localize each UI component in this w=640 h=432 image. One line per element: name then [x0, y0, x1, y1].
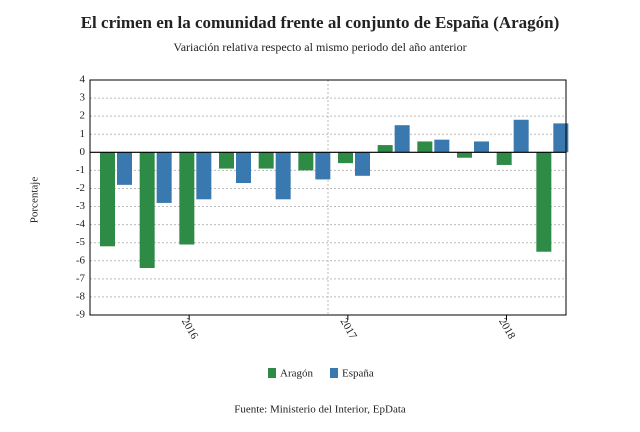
bar	[434, 139, 450, 153]
y-tick-label: -3	[76, 200, 86, 212]
y-tick-label: -2	[76, 182, 85, 194]
bar	[474, 141, 489, 153]
y-axis-label: Porcentaje	[29, 177, 41, 224]
bar	[417, 141, 433, 153]
legend-swatch	[330, 368, 338, 378]
bar	[100, 152, 115, 247]
y-tick-label: 0	[80, 146, 86, 158]
y-tick-label: 1	[80, 128, 86, 140]
bar	[355, 152, 370, 176]
bar	[275, 152, 291, 200]
y-tick-label: 3	[80, 92, 86, 104]
bar	[156, 152, 172, 203]
bar	[394, 125, 410, 153]
bar	[179, 152, 195, 245]
chart-subtitle: Variación relativa respecto al mismo per…	[173, 40, 466, 54]
legend-label: Aragón	[280, 368, 313, 380]
x-tick-label: 2016	[179, 316, 201, 341]
y-tick-label: -9	[76, 309, 86, 321]
bar	[298, 152, 314, 171]
bar	[496, 152, 512, 165]
bar	[377, 145, 393, 153]
bar	[236, 152, 251, 184]
legend-label: España	[342, 368, 374, 380]
chart-title: El crimen en la comunidad frente al conj…	[81, 13, 560, 32]
y-tick-label: -4	[76, 218, 86, 230]
bar	[219, 152, 234, 169]
bar	[117, 152, 132, 185]
x-tick-label: 2017	[338, 316, 360, 341]
bar	[196, 152, 212, 200]
bar	[139, 152, 155, 268]
y-tick-label: -7	[76, 272, 86, 284]
plot-frame	[89, 79, 567, 316]
bar	[553, 123, 569, 153]
bar	[258, 152, 274, 169]
y-tick-label: -1	[76, 164, 85, 176]
source: Fuente: Ministerio del Interior, EpData	[234, 404, 406, 416]
bar	[315, 152, 331, 180]
legend-swatch	[268, 368, 276, 378]
y-tick-label: 2	[80, 110, 86, 122]
bar	[338, 152, 353, 164]
y-tick-label: -6	[76, 254, 86, 266]
bar	[536, 152, 552, 252]
y-tick-label: -8	[76, 290, 86, 302]
bar	[513, 119, 529, 153]
y-tick-label: 4	[80, 74, 86, 86]
y-tick-label: -5	[76, 236, 86, 248]
x-tick-label: 2018	[496, 316, 518, 341]
bar	[457, 152, 472, 158]
